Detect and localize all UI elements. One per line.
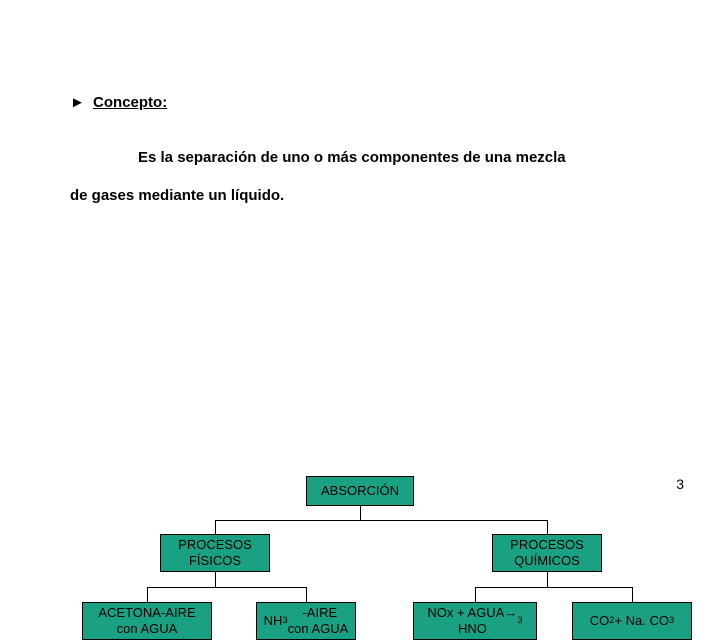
definition-text: Es la separación de uno o más componente… xyxy=(70,139,650,214)
bullet-icon: ► xyxy=(70,94,85,111)
tree-edge xyxy=(147,587,306,588)
page-number: 3 xyxy=(676,476,684,492)
tree-node-leaf3: NOx + AGUA→HNO3 xyxy=(413,602,537,640)
tree-edge xyxy=(215,520,547,521)
tree-edge xyxy=(547,572,548,587)
definition-line-1: Es la separación de uno o más componente… xyxy=(70,149,566,166)
tree-edge xyxy=(306,587,307,602)
concept-heading: ► Concepto: xyxy=(70,94,650,111)
tree-edge xyxy=(215,520,216,534)
tree-node-leaf2: NH3 -AIREcon AGUA xyxy=(256,602,356,640)
tree-edge xyxy=(547,520,548,534)
definition-line-2: de gases mediante un líquido. xyxy=(70,187,284,204)
tree-edge xyxy=(475,587,476,602)
tree-edge xyxy=(360,506,361,520)
tree-edge xyxy=(215,572,216,587)
tree-node-leaf1: ACETONA-AIREcon AGUA xyxy=(82,602,212,640)
tree-edge xyxy=(147,587,148,602)
tree-edge xyxy=(475,587,632,588)
tree-node-leaf4: CO2+ Na. CO3 xyxy=(572,602,692,640)
concept-label: Concepto: xyxy=(93,94,167,111)
tree-edge xyxy=(632,587,633,602)
tree-node-root: ABSORCIÓN xyxy=(306,476,414,506)
